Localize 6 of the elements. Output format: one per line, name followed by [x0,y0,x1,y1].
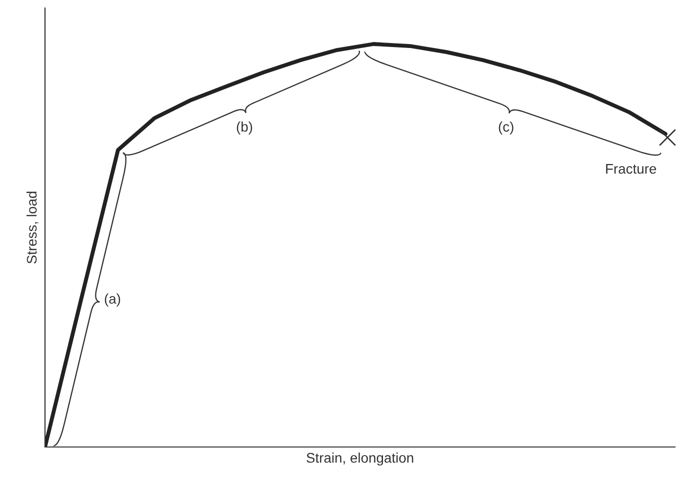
annotation: (c) [498,122,514,134]
x-axis-title: Strain, elongation [306,452,414,466]
annotation: (a) [104,294,120,306]
annotation: Fracture [606,164,656,174]
annotation: (b) [236,122,252,134]
y-axis-title: Stress, load [26,192,38,264]
